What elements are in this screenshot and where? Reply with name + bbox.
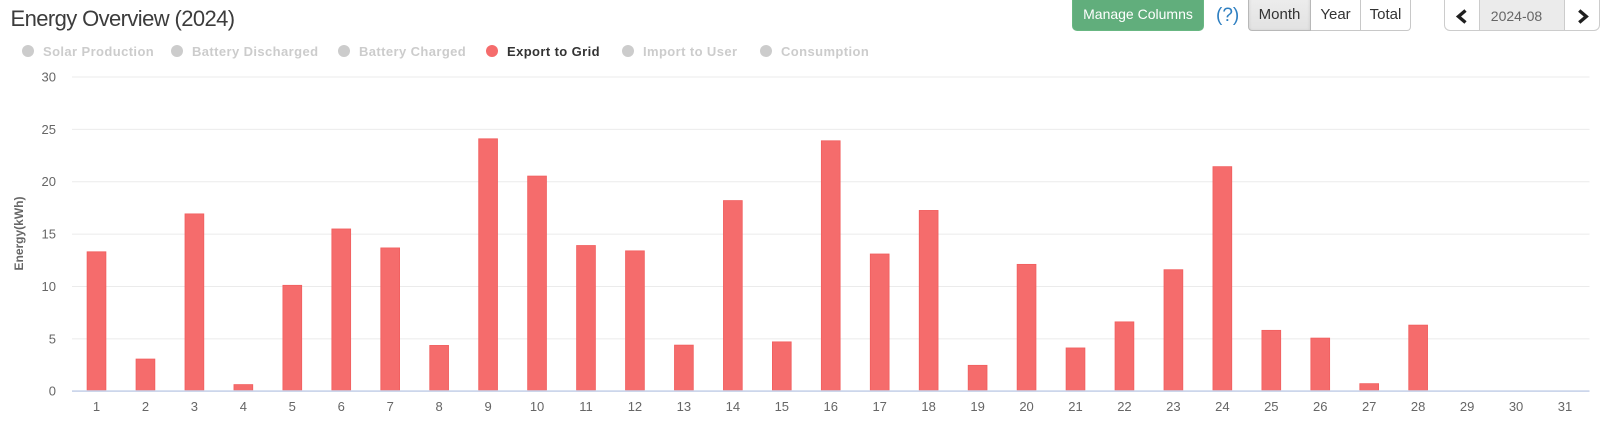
svg-text:21: 21 — [1068, 399, 1082, 414]
svg-text:27: 27 — [1362, 399, 1376, 414]
svg-text:Energy(kWh): Energy(kWh) — [12, 196, 26, 270]
svg-text:25: 25 — [1264, 399, 1278, 414]
svg-text:15: 15 — [42, 227, 56, 242]
svg-text:7: 7 — [387, 399, 394, 414]
svg-text:2: 2 — [142, 399, 149, 414]
svg-text:16: 16 — [824, 399, 838, 414]
svg-text:18: 18 — [921, 399, 935, 414]
svg-text:6: 6 — [338, 399, 345, 414]
svg-text:30: 30 — [42, 70, 56, 85]
svg-text:10: 10 — [530, 399, 544, 414]
svg-text:20: 20 — [42, 174, 56, 189]
svg-text:19: 19 — [970, 399, 984, 414]
svg-text:5: 5 — [289, 399, 296, 414]
svg-text:23: 23 — [1166, 399, 1180, 414]
svg-text:4: 4 — [240, 399, 247, 414]
svg-text:14: 14 — [726, 399, 740, 414]
svg-text:30: 30 — [1509, 399, 1523, 414]
svg-text:13: 13 — [677, 399, 691, 414]
svg-text:11: 11 — [579, 399, 593, 414]
svg-text:0: 0 — [49, 384, 56, 399]
svg-text:12: 12 — [628, 399, 642, 414]
svg-text:25: 25 — [42, 122, 56, 137]
svg-text:1: 1 — [93, 399, 100, 414]
svg-text:15: 15 — [775, 399, 789, 414]
svg-text:10: 10 — [42, 279, 56, 294]
svg-text:3: 3 — [191, 399, 198, 414]
svg-text:9: 9 — [484, 399, 491, 414]
svg-text:20: 20 — [1019, 399, 1033, 414]
svg-text:26: 26 — [1313, 399, 1327, 414]
svg-text:28: 28 — [1411, 399, 1425, 414]
svg-text:8: 8 — [436, 399, 443, 414]
svg-text:5: 5 — [49, 331, 56, 346]
svg-text:17: 17 — [872, 399, 886, 414]
svg-text:24: 24 — [1215, 399, 1229, 414]
svg-text:31: 31 — [1558, 399, 1572, 414]
svg-text:22: 22 — [1117, 399, 1131, 414]
svg-text:29: 29 — [1460, 399, 1474, 414]
